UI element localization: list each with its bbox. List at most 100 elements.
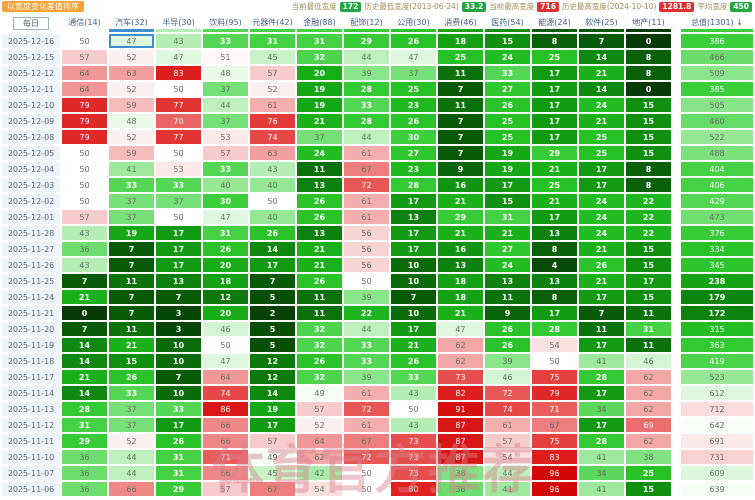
heatmap-cell[interactable]: 5 bbox=[250, 338, 295, 352]
heatmap-cell[interactable]: 74 bbox=[250, 130, 295, 144]
heatmap-cell[interactable]: 17 bbox=[532, 114, 577, 128]
heatmap-cell[interactable]: 11 bbox=[438, 66, 483, 80]
heatmap-cell[interactable]: 7 bbox=[156, 370, 201, 384]
heatmap-cell[interactable]: 40 bbox=[250, 178, 295, 192]
heatmap-cell[interactable]: 7 bbox=[62, 322, 107, 336]
total-cell[interactable]: 376 bbox=[681, 226, 753, 240]
heatmap-cell[interactable]: 13 bbox=[532, 274, 577, 288]
heatmap-cell[interactable]: 40 bbox=[203, 178, 248, 192]
heatmap-cell[interactable]: 22 bbox=[626, 194, 671, 208]
heatmap-cell[interactable]: 17 bbox=[391, 242, 436, 256]
heatmap-cell[interactable]: 28 bbox=[344, 82, 389, 96]
heatmap-cell[interactable]: 33 bbox=[203, 162, 248, 176]
heatmap-cell[interactable]: 18 bbox=[438, 290, 483, 304]
heatmap-cell[interactable]: 73 bbox=[391, 466, 436, 480]
heatmap-cell[interactable]: 36 bbox=[438, 482, 483, 496]
total-cell[interactable]: 386 bbox=[681, 34, 753, 48]
heatmap-cell[interactable]: 25 bbox=[391, 82, 436, 96]
heatmap-cell[interactable]: 43 bbox=[156, 34, 201, 48]
sort-descending-icon[interactable]: ↓ bbox=[736, 17, 743, 27]
heatmap-cell[interactable]: 26 bbox=[297, 194, 342, 208]
heatmap-cell[interactable]: 5 bbox=[250, 322, 295, 336]
sector-column-header[interactable]: 半导(30) bbox=[156, 15, 201, 32]
heatmap-cell[interactable]: 49 bbox=[250, 450, 295, 464]
heatmap-cell[interactable]: 50 bbox=[156, 146, 201, 160]
heatmap-cell[interactable]: 12 bbox=[250, 370, 295, 384]
heatmap-cell[interactable]: 29 bbox=[344, 34, 389, 48]
heatmap-cell[interactable]: 21 bbox=[532, 162, 577, 176]
heatmap-cell[interactable]: 23 bbox=[391, 162, 436, 176]
total-cell[interactable]: 419 bbox=[681, 354, 753, 368]
heatmap-cell[interactable]: 57 bbox=[485, 434, 530, 448]
heatmap-cell[interactable]: 44 bbox=[344, 322, 389, 336]
heatmap-cell[interactable]: 31 bbox=[203, 226, 248, 240]
heatmap-cell[interactable]: 26 bbox=[156, 434, 201, 448]
heatmap-cell[interactable]: 11 bbox=[297, 162, 342, 176]
sector-column-header[interactable]: 通信(14) bbox=[62, 15, 107, 32]
heatmap-cell[interactable]: 44 bbox=[485, 466, 530, 480]
heatmap-cell[interactable]: 17 bbox=[156, 258, 201, 272]
heatmap-cell[interactable]: 59 bbox=[109, 146, 154, 160]
heatmap-cell[interactable]: 17 bbox=[579, 418, 624, 432]
heatmap-cell[interactable]: 69 bbox=[626, 418, 671, 432]
heatmap-cell[interactable]: 33 bbox=[485, 66, 530, 80]
heatmap-cell[interactable]: 37 bbox=[109, 418, 154, 432]
heatmap-cell[interactable]: 52 bbox=[250, 82, 295, 96]
total-cell[interactable]: 473 bbox=[681, 210, 753, 224]
heatmap-cell[interactable]: 33 bbox=[109, 178, 154, 192]
heatmap-cell[interactable]: 26 bbox=[391, 34, 436, 48]
heatmap-cell[interactable]: 57 bbox=[62, 50, 107, 64]
heatmap-cell[interactable]: 19 bbox=[297, 82, 342, 96]
heatmap-cell[interactable]: 19 bbox=[250, 402, 295, 416]
heatmap-cell[interactable]: 62 bbox=[626, 370, 671, 384]
heatmap-cell[interactable]: 15 bbox=[626, 98, 671, 112]
heatmap-cell[interactable]: 31 bbox=[250, 34, 295, 48]
heatmap-cell[interactable]: 17 bbox=[391, 194, 436, 208]
total-cell[interactable]: 505 bbox=[681, 98, 753, 112]
daily-selector[interactable]: 每日 bbox=[13, 17, 49, 30]
heatmap-cell[interactable]: 33 bbox=[203, 34, 248, 48]
heatmap-cell[interactable]: 52 bbox=[109, 82, 154, 96]
heatmap-cell[interactable]: 57 bbox=[203, 482, 248, 496]
heatmap-cell[interactable]: 7 bbox=[109, 306, 154, 320]
heatmap-cell[interactable]: 29 bbox=[532, 146, 577, 160]
heatmap-cell[interactable]: 15 bbox=[626, 242, 671, 256]
heatmap-cell[interactable]: 28 bbox=[579, 370, 624, 384]
heatmap-cell[interactable]: 28 bbox=[344, 114, 389, 128]
heatmap-cell[interactable]: 18 bbox=[438, 34, 483, 48]
heatmap-cell[interactable]: 75 bbox=[532, 434, 577, 448]
heatmap-cell[interactable]: 15 bbox=[626, 258, 671, 272]
heatmap-cell[interactable]: 24 bbox=[579, 210, 624, 224]
total-cell[interactable]: 404 bbox=[681, 162, 753, 176]
heatmap-cell[interactable]: 16 bbox=[438, 178, 483, 192]
heatmap-cell[interactable]: 66 bbox=[109, 482, 154, 496]
heatmap-cell[interactable]: 91 bbox=[438, 402, 483, 416]
heatmap-cell[interactable]: 36 bbox=[62, 466, 107, 480]
heatmap-cell[interactable]: 50 bbox=[156, 82, 201, 96]
heatmap-cell[interactable]: 3 bbox=[156, 322, 201, 336]
heatmap-cell[interactable]: 7 bbox=[579, 34, 624, 48]
heatmap-cell[interactable]: 33 bbox=[156, 178, 201, 192]
heatmap-cell[interactable]: 46 bbox=[626, 354, 671, 368]
heatmap-cell[interactable]: 7 bbox=[438, 114, 483, 128]
heatmap-cell[interactable]: 38 bbox=[438, 466, 483, 480]
heatmap-cell[interactable]: 50 bbox=[391, 402, 436, 416]
heatmap-cell[interactable]: 74 bbox=[485, 402, 530, 416]
heatmap-cell[interactable]: 52 bbox=[109, 130, 154, 144]
heatmap-cell[interactable]: 14 bbox=[579, 82, 624, 96]
heatmap-cell[interactable]: 24 bbox=[297, 146, 342, 160]
heatmap-cell[interactable]: 13 bbox=[391, 210, 436, 224]
heatmap-cell[interactable]: 28 bbox=[532, 322, 577, 336]
heatmap-cell[interactable]: 38 bbox=[626, 450, 671, 464]
total-cell[interactable]: 639 bbox=[681, 482, 753, 496]
heatmap-cell[interactable]: 28 bbox=[579, 434, 624, 448]
heatmap-cell[interactable]: 11 bbox=[109, 322, 154, 336]
heatmap-cell[interactable]: 37 bbox=[297, 130, 342, 144]
total-cell[interactable]: 345 bbox=[681, 258, 753, 272]
heatmap-cell[interactable]: 21 bbox=[579, 242, 624, 256]
heatmap-cell[interactable]: 31 bbox=[626, 322, 671, 336]
heatmap-cell[interactable]: 26 bbox=[297, 274, 342, 288]
heatmap-cell[interactable]: 67 bbox=[344, 434, 389, 448]
heatmap-cell[interactable]: 62 bbox=[297, 450, 342, 464]
heatmap-cell[interactable]: 80 bbox=[391, 482, 436, 496]
